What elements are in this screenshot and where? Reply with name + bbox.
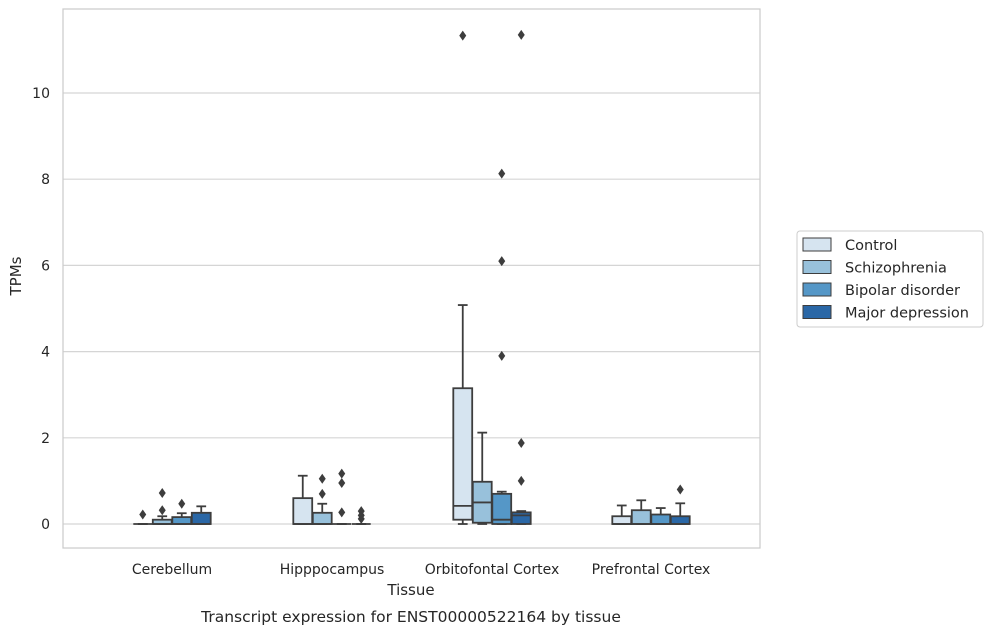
x-tick-label: Orbitofontal Cortex xyxy=(425,562,560,578)
box-control xyxy=(452,30,474,525)
outlier-point xyxy=(517,29,525,40)
box-body xyxy=(311,511,333,525)
legend-label: Schizophrenia xyxy=(845,261,947,277)
outlier-point xyxy=(517,437,525,448)
box-bipolar-disorder xyxy=(650,507,672,525)
box-major-depression xyxy=(190,505,212,525)
box-major-depression xyxy=(351,506,371,525)
box-body xyxy=(611,515,633,525)
box-schizophrenia xyxy=(630,499,652,525)
box-body xyxy=(630,509,652,525)
x-tick-label: Cerebellum xyxy=(132,562,212,578)
y-tick-label: 6 xyxy=(41,258,50,274)
chart-caption: Transcript expression for ENST0000052216… xyxy=(200,608,621,626)
box-body xyxy=(491,492,513,525)
legend-label: Control xyxy=(845,238,897,254)
y-axis-label: TPMs xyxy=(7,256,25,296)
box-body xyxy=(292,497,314,525)
x-tick-label: Prefrontal Cortex xyxy=(592,562,711,578)
plot-frame xyxy=(62,8,761,549)
y-tick-labels: 0 2 4 6 8 10 xyxy=(32,86,50,533)
x-axis-label: Tissue xyxy=(386,581,434,599)
box-major-depression xyxy=(669,484,691,525)
outlier-point xyxy=(357,506,365,517)
box-schizophrenia xyxy=(471,431,493,525)
box-bipolar-disorder xyxy=(491,168,513,525)
outlier-point xyxy=(158,505,166,516)
y-tick-label: 0 xyxy=(41,517,50,533)
box-plot-marks xyxy=(133,29,691,525)
legend-swatch xyxy=(802,237,832,252)
box-body xyxy=(650,513,672,525)
box-body xyxy=(452,387,474,521)
box-control xyxy=(611,504,633,525)
box-body xyxy=(190,511,212,525)
y-tick-label: 4 xyxy=(41,345,50,361)
outlier-point xyxy=(676,484,684,495)
legend-swatch xyxy=(802,260,832,274)
box-bipolar-disorder xyxy=(171,498,193,525)
outlier-point xyxy=(178,498,186,509)
outlier-point xyxy=(338,468,346,479)
legend-swatch xyxy=(802,305,832,319)
x-tick-labels: Cerebellum Hipppocampus Orbitofontal Corte… xyxy=(132,562,710,578)
y-tick-label: 10 xyxy=(32,86,50,102)
box-body xyxy=(510,511,532,525)
outlier-point xyxy=(158,487,166,498)
outlier-point xyxy=(498,350,506,361)
box-bipolar-disorder xyxy=(332,468,352,525)
outlier-point xyxy=(498,168,506,179)
legend-swatch xyxy=(802,282,832,297)
legend-frame xyxy=(796,230,984,328)
outlier-point xyxy=(318,473,326,484)
outlier-point xyxy=(459,30,467,41)
outlier-point xyxy=(338,507,346,518)
box-control xyxy=(133,509,153,525)
y-tick-label: 2 xyxy=(41,431,50,447)
box-schizophrenia xyxy=(151,487,173,525)
outlier-point xyxy=(338,478,346,489)
outlier-point xyxy=(318,488,326,499)
grid-lines xyxy=(63,92,760,525)
box-major-depression xyxy=(510,29,532,525)
legend: Control Schizophrenia Bipolar disorder Majo… xyxy=(796,230,984,328)
box-body xyxy=(669,515,691,525)
outlier-point xyxy=(139,509,147,520)
y-tick-label: 8 xyxy=(41,172,50,188)
legend-label: Bipolar disorder xyxy=(845,283,960,299)
x-tick-label: Hipppocampus xyxy=(280,562,385,578)
legend-label: Major depression xyxy=(845,306,969,322)
outlier-point xyxy=(517,475,525,486)
box-schizophrenia xyxy=(311,473,333,525)
box-body xyxy=(171,516,193,525)
box-control xyxy=(292,474,314,525)
outlier-point xyxy=(498,256,506,267)
